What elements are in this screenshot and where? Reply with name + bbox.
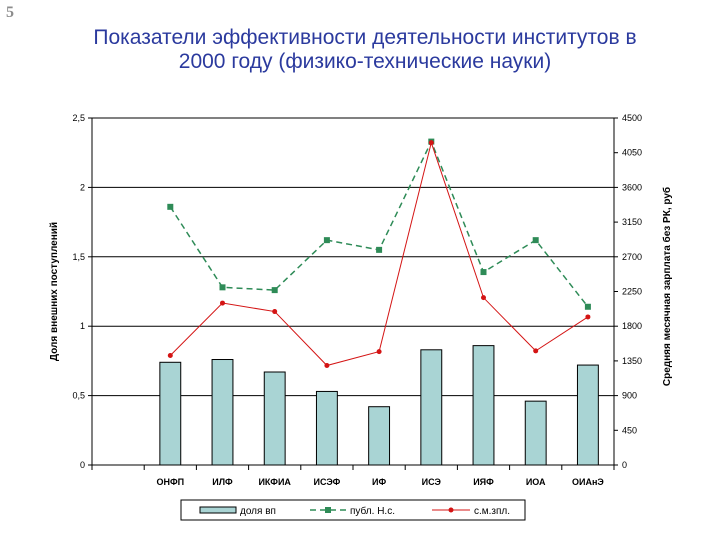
title-line-2: 2000 году (физико-технические науки) bbox=[178, 50, 552, 73]
y-tick-label: 1 bbox=[80, 321, 85, 331]
x-tick-label: ИФ bbox=[372, 477, 386, 487]
point-publ bbox=[323, 237, 330, 244]
bar bbox=[420, 349, 443, 466]
y2-tick-label: 4500 bbox=[622, 113, 642, 123]
y2-tick-label: 0 bbox=[622, 460, 627, 470]
legend-marker-publ bbox=[325, 507, 331, 513]
x-tick-label: ОНФП bbox=[156, 477, 184, 487]
bar bbox=[211, 359, 234, 466]
y-tick-label: 0 bbox=[80, 460, 85, 470]
bar bbox=[576, 364, 599, 466]
y2-tick-label: 2250 bbox=[622, 287, 642, 297]
point-salary bbox=[428, 140, 434, 146]
y2-axis-title: Средняя месячная зарплата без РК, руб bbox=[661, 187, 673, 386]
legend-label-salary: с.м.зпл. bbox=[474, 506, 510, 517]
line-series bbox=[167, 138, 591, 369]
bar bbox=[472, 345, 495, 466]
point-salary bbox=[585, 314, 591, 320]
axes: 0 0,5 1 1,5 2 2,5 0 450 900 1350 1800 2250 2700 3150 3… bbox=[49, 113, 673, 487]
x-tick-label: ИОА bbox=[526, 477, 546, 487]
y-tick-label: 0,5 bbox=[72, 391, 85, 401]
legend-key-bar bbox=[199, 506, 237, 514]
bar bbox=[368, 406, 391, 466]
point-publ bbox=[480, 269, 487, 276]
y2-tick-label: 1800 bbox=[622, 321, 642, 331]
y2-tick-label: 900 bbox=[622, 391, 637, 401]
y2-tick-label: 2700 bbox=[622, 252, 642, 262]
line-salary bbox=[169, 140, 589, 367]
line-publ bbox=[169, 139, 589, 308]
bar bbox=[263, 371, 286, 466]
y-tick-label: 1,5 bbox=[72, 252, 85, 262]
y2-tick-label: 4050 bbox=[622, 148, 642, 158]
y2-tick-label: 450 bbox=[622, 425, 637, 435]
point-publ bbox=[167, 203, 174, 210]
slide-number: 5 bbox=[6, 4, 14, 21]
legend-label-publ: публ. Н.с. bbox=[350, 505, 395, 517]
bar bbox=[524, 400, 547, 466]
point-publ bbox=[532, 237, 539, 244]
point-salary bbox=[481, 295, 486, 301]
x-tick-label: ИСЭФ bbox=[313, 477, 340, 487]
bar bbox=[315, 390, 338, 466]
x-tick-label: ИКФИА bbox=[258, 477, 291, 487]
point-publ bbox=[376, 246, 383, 253]
legend: доля вп публ. Н.с. с.м.зпл. bbox=[180, 499, 526, 521]
y2-tick-label: 1350 bbox=[622, 356, 642, 366]
x-tick-label: ОИАнЭ bbox=[572, 477, 604, 487]
point-salary bbox=[533, 348, 539, 354]
point-salary bbox=[220, 300, 225, 306]
y-tick-label: 2,5 bbox=[72, 113, 85, 123]
bar-series bbox=[159, 345, 599, 466]
x-tick-label: ИЛФ bbox=[212, 477, 233, 487]
legend-box bbox=[180, 499, 526, 521]
page-title: Показатели эффективности деятельности ин… bbox=[20, 26, 710, 74]
point-salary bbox=[167, 353, 173, 359]
legend-marker-salary bbox=[448, 507, 454, 513]
point-publ bbox=[219, 284, 226, 291]
point-publ bbox=[584, 303, 591, 310]
y-tick-label: 2 bbox=[80, 182, 85, 192]
y2-tick-label: 3150 bbox=[622, 217, 642, 227]
x-tick-label: ИЯФ bbox=[473, 477, 494, 487]
point-salary bbox=[272, 309, 278, 315]
y2-tick-label: 3600 bbox=[622, 182, 642, 192]
point-salary bbox=[324, 363, 330, 369]
title-line-1: Показатели эффективности деятельности ин… bbox=[93, 26, 637, 49]
point-salary bbox=[376, 349, 382, 355]
y-axis-title: Доля внешних поступлений bbox=[49, 222, 60, 361]
legend-label-bar: доля вп bbox=[240, 506, 276, 517]
bar bbox=[159, 361, 182, 466]
x-tick-label: ИСЭ bbox=[422, 477, 442, 487]
point-publ bbox=[271, 287, 278, 294]
